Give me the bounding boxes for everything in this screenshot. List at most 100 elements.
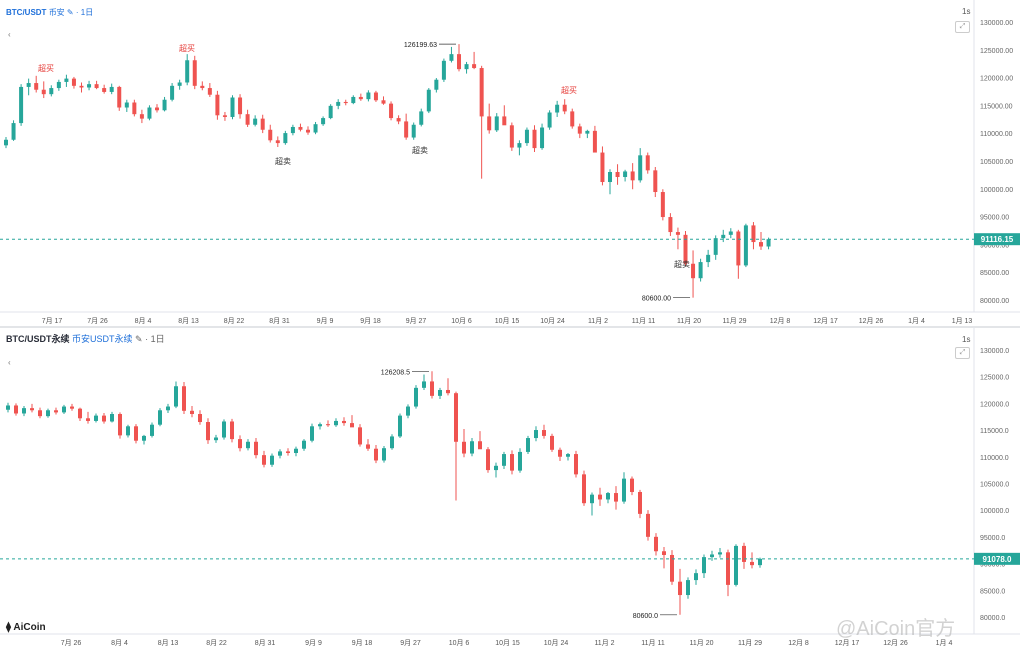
- candle[interactable]: [198, 410, 202, 425]
- candle[interactable]: [654, 533, 658, 556]
- candle[interactable]: [718, 548, 722, 558]
- candle[interactable]: [22, 406, 26, 417]
- candle[interactable]: [668, 213, 673, 236]
- candle[interactable]: [509, 122, 514, 151]
- candle[interactable]: [358, 424, 362, 447]
- candle[interactable]: [759, 232, 763, 250]
- candle[interactable]: [434, 78, 439, 93]
- candle[interactable]: [736, 229, 741, 279]
- candle[interactable]: [30, 403, 34, 413]
- candle[interactable]: [174, 381, 178, 409]
- candle[interactable]: [102, 412, 106, 424]
- candle[interactable]: [598, 487, 602, 506]
- candle[interactable]: [694, 569, 698, 585]
- spot-resolution-button[interactable]: 1s: [962, 7, 971, 16]
- candle[interactable]: [558, 447, 562, 462]
- candle[interactable]: [389, 101, 394, 121]
- candle[interactable]: [542, 424, 546, 439]
- candle[interactable]: [608, 169, 612, 195]
- candle[interactable]: [670, 550, 674, 585]
- collapse-arrow-icon[interactable]: ‹: [8, 358, 11, 367]
- candle[interactable]: [190, 406, 194, 418]
- candle[interactable]: [524, 127, 529, 146]
- candle[interactable]: [245, 109, 250, 127]
- candle[interactable]: [222, 111, 227, 121]
- candle[interactable]: [215, 90, 220, 120]
- candle[interactable]: [110, 411, 114, 423]
- candle[interactable]: [743, 223, 748, 268]
- candle[interactable]: [118, 412, 122, 439]
- candle[interactable]: [102, 84, 107, 94]
- candle[interactable]: [494, 113, 499, 132]
- candle[interactable]: [419, 108, 424, 127]
- candle[interactable]: [200, 81, 205, 91]
- candle[interactable]: [582, 470, 586, 506]
- candle[interactable]: [366, 90, 371, 102]
- candle[interactable]: [502, 105, 507, 126]
- candle[interactable]: [574, 450, 578, 478]
- candle[interactable]: [751, 222, 756, 250]
- candle[interactable]: [683, 230, 688, 266]
- candle[interactable]: [414, 385, 418, 409]
- candle[interactable]: [182, 381, 186, 415]
- candle[interactable]: [150, 422, 154, 438]
- candle[interactable]: [70, 403, 74, 411]
- candle[interactable]: [426, 88, 431, 114]
- candle[interactable]: [404, 113, 409, 140]
- candle[interactable]: [139, 109, 144, 124]
- candle[interactable]: [646, 510, 650, 541]
- candle[interactable]: [742, 542, 746, 569]
- candle[interactable]: [49, 85, 54, 97]
- candle[interactable]: [510, 450, 514, 475]
- candle[interactable]: [71, 76, 76, 89]
- candle[interactable]: [86, 411, 90, 424]
- candle[interactable]: [532, 125, 537, 152]
- candle[interactable]: [6, 402, 10, 413]
- candle[interactable]: [398, 413, 402, 439]
- candle[interactable]: [19, 84, 24, 126]
- candle[interactable]: [334, 418, 338, 427]
- candle[interactable]: [750, 552, 754, 569]
- candle[interactable]: [479, 65, 484, 179]
- edit-icon[interactable]: ✎: [66, 8, 74, 17]
- candle[interactable]: [326, 420, 330, 427]
- candle[interactable]: [254, 438, 258, 459]
- candle[interactable]: [155, 104, 159, 113]
- candle[interactable]: [166, 403, 170, 413]
- candle[interactable]: [686, 577, 690, 599]
- candle[interactable]: [540, 123, 545, 150]
- candle[interactable]: [590, 492, 594, 516]
- candle[interactable]: [283, 130, 288, 145]
- candle[interactable]: [79, 82, 84, 93]
- candle[interactable]: [662, 546, 666, 569]
- candle[interactable]: [462, 428, 466, 458]
- candle[interactable]: [54, 407, 58, 415]
- candle[interactable]: [702, 554, 706, 578]
- candle[interactable]: [502, 451, 506, 470]
- candle[interactable]: [734, 544, 738, 587]
- candle[interactable]: [192, 55, 197, 90]
- candle[interactable]: [41, 81, 46, 99]
- candle[interactable]: [645, 152, 650, 174]
- candle[interactable]: [518, 448, 522, 473]
- candle[interactable]: [275, 136, 280, 147]
- candle[interactable]: [478, 431, 482, 450]
- candle[interactable]: [382, 446, 386, 463]
- candle[interactable]: [26, 78, 31, 96]
- candle[interactable]: [446, 378, 450, 396]
- candle[interactable]: [486, 447, 490, 473]
- candle[interactable]: [246, 439, 250, 451]
- candle[interactable]: [278, 449, 282, 459]
- candle[interactable]: [270, 453, 274, 467]
- perp-interval[interactable]: · 1日: [145, 334, 165, 344]
- candle[interactable]: [253, 115, 258, 127]
- candle[interactable]: [706, 249, 711, 268]
- candle[interactable]: [262, 450, 266, 468]
- candle[interactable]: [124, 99, 129, 112]
- spot-expand-icon[interactable]: ⤢: [955, 21, 970, 33]
- candle[interactable]: [592, 125, 597, 153]
- spot-symbol[interactable]: BTC/USDT: [6, 8, 47, 17]
- candle[interactable]: [710, 550, 714, 561]
- candle[interactable]: [726, 549, 730, 597]
- candle[interactable]: [142, 434, 146, 445]
